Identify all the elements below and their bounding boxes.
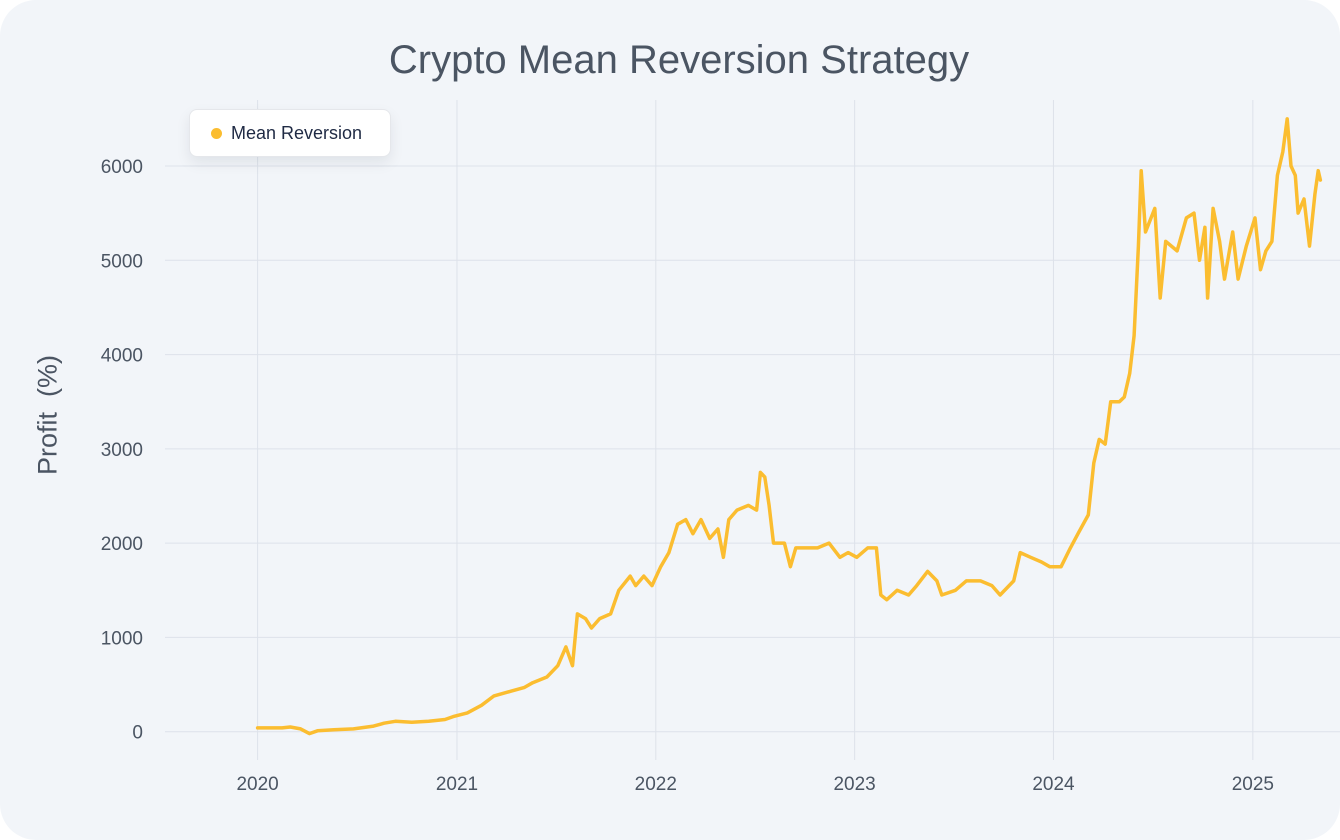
legend-label: Mean Reversion bbox=[231, 122, 363, 143]
y-tick-label: 2000 bbox=[101, 534, 143, 555]
x-tick-label: 2021 bbox=[436, 774, 478, 795]
x-tick-labels: 2020 2021 2022 2023 2024 2025 bbox=[236, 774, 1274, 795]
y-tick-label: 4000 bbox=[101, 346, 143, 367]
legend-swatch bbox=[211, 127, 222, 139]
x-tick-label: 2025 bbox=[1232, 774, 1274, 795]
y-tick-label: 6000 bbox=[101, 157, 143, 178]
x-tick-label: 2023 bbox=[833, 774, 875, 795]
y-tick-label: 5000 bbox=[101, 251, 143, 272]
chart-title: Crypto Mean Reversion Strategy bbox=[388, 38, 970, 82]
y-tick-label: 3000 bbox=[101, 440, 143, 461]
x-tick-label: 2022 bbox=[635, 774, 677, 795]
series-lines bbox=[255, 117, 1323, 736]
grid-lines bbox=[165, 100, 1340, 760]
x-tick-label: 2024 bbox=[1032, 774, 1075, 795]
y-tick-label: 0 bbox=[132, 723, 143, 744]
y-tick-label: 1000 bbox=[101, 628, 143, 649]
legend: Mean Reversion bbox=[189, 109, 391, 157]
x-tick-label: 2020 bbox=[236, 774, 278, 795]
series-line bbox=[255, 117, 1323, 736]
y-tick-labels: 0 1000 2000 3000 4000 5000 6000 bbox=[101, 157, 143, 744]
